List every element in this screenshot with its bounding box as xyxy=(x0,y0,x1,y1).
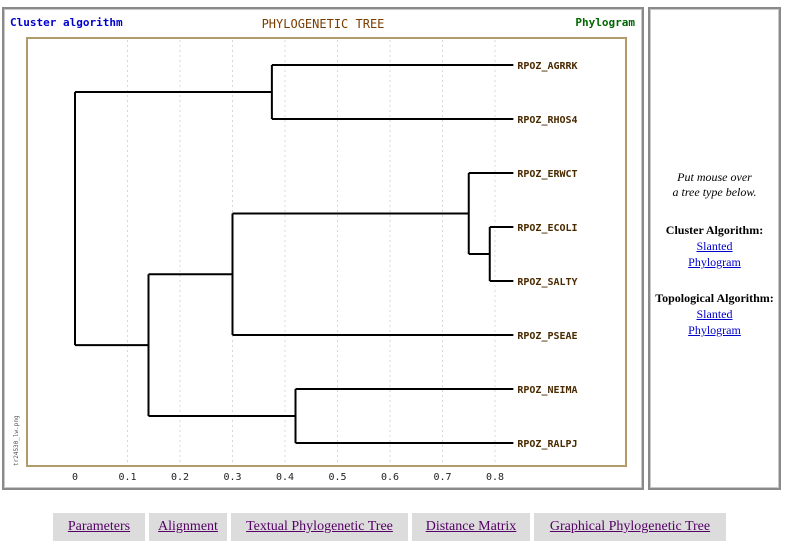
tree-type-label: Phylogram xyxy=(575,16,635,29)
topological-phylogram-link[interactable]: Phylogram xyxy=(688,323,741,337)
info-panel: Put mouse over a tree type below. Cluste… xyxy=(648,7,781,490)
leaf-label: RPOZ_ECOLI xyxy=(517,223,577,234)
chart-title: PHYLOGENETIC TREE xyxy=(262,17,385,31)
phylogram-chart: Cluster algorithm PHYLOGENETIC TREE Phyl… xyxy=(10,16,635,483)
hint-line-1: Put mouse over xyxy=(677,170,752,184)
topological-algorithm-title: Topological Algorithm: xyxy=(655,291,774,305)
cluster-slanted-link[interactable]: Slanted xyxy=(696,239,733,253)
x-tick-label: 0.5 xyxy=(328,472,346,483)
file-id-label: tr24530_lw.png xyxy=(13,415,20,466)
x-tick-label: 0 xyxy=(72,472,78,483)
x-tick-label: 0.6 xyxy=(381,472,399,483)
cluster-phylogram-link[interactable]: Phylogram xyxy=(688,255,741,269)
x-tick-label: 0.4 xyxy=(276,472,294,483)
x-tick-label: 0.7 xyxy=(433,472,451,483)
leaf-label: RPOZ_NEIMA xyxy=(517,385,577,396)
nav-textual-phylogenetic-tree[interactable]: Textual Phylogenetic Tree xyxy=(231,513,408,541)
x-tick-label: 0.3 xyxy=(223,472,241,483)
leaf-label: RPOZ_PSEAE xyxy=(517,331,577,342)
leaf-label: RPOZ_ERWCT xyxy=(517,169,577,180)
hint-line-2: a tree type below. xyxy=(672,185,757,199)
algorithm-label: Cluster algorithm xyxy=(10,16,123,29)
cluster-algorithm-section: Cluster Algorithm: Slanted Phylogram xyxy=(651,222,778,270)
x-tick-label: 0.2 xyxy=(171,472,189,483)
leaf-label: RPOZ_SALTY xyxy=(517,277,577,288)
topological-slanted-link[interactable]: Slanted xyxy=(696,307,733,321)
tree-canvas: Cluster algorithm PHYLOGENETIC TREE Phyl… xyxy=(5,10,641,487)
leaf-label: RPOZ_AGRRK xyxy=(517,61,577,72)
x-tick-label: 0.1 xyxy=(118,472,136,483)
nav-distance-matrix[interactable]: Distance Matrix xyxy=(412,513,530,541)
nav-parameters[interactable]: Parameters xyxy=(53,513,145,541)
x-tick-label: 0.8 xyxy=(486,472,504,483)
leaf-label: RPOZ_RALPJ xyxy=(517,439,577,450)
nav-alignment[interactable]: Alignment xyxy=(149,513,227,541)
info-panel-inner: Put mouse over a tree type below. Cluste… xyxy=(651,10,778,487)
bottom-nav: Parameters Alignment Textual Phylogeneti… xyxy=(53,513,730,541)
topological-algorithm-section: Topological Algorithm: Slanted Phylogram xyxy=(651,290,778,338)
leaf-label: RPOZ_RHOS4 xyxy=(517,115,577,126)
plot-frame xyxy=(26,37,627,467)
cluster-algorithm-title: Cluster Algorithm: xyxy=(665,223,764,237)
nav-graphical-phylogenetic-tree[interactable]: Graphical Phylogenetic Tree xyxy=(534,513,726,541)
tree-panel: Cluster algorithm PHYLOGENETIC TREE Phyl… xyxy=(2,7,644,490)
hint-text: Put mouse over a tree type below. xyxy=(651,170,778,200)
